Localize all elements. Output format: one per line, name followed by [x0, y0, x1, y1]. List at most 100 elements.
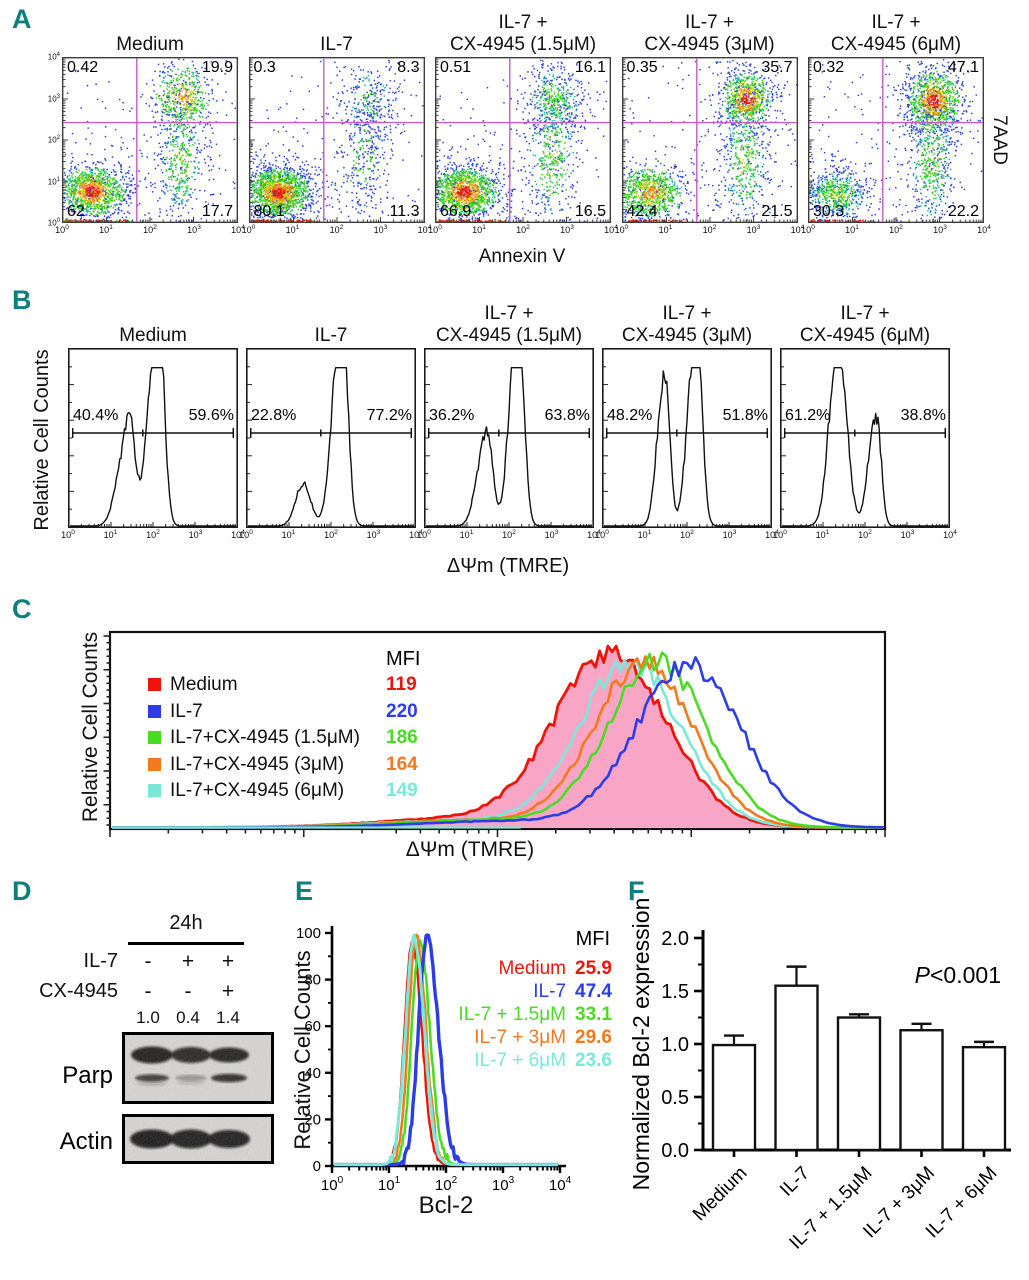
histogram-svg	[246, 348, 416, 528]
plot-title: IL-7	[246, 299, 416, 347]
f-x-category-label: Medium	[689, 1163, 752, 1226]
p-value-label: P<0.001	[915, 962, 1001, 988]
legend-mfi-value: 149	[386, 780, 418, 801]
y-tick-label: 104	[47, 52, 60, 62]
x-tick-label: 101	[459, 529, 474, 540]
x-tick-label: 101	[845, 224, 859, 235]
actin-blot	[122, 1114, 274, 1164]
legend-item: IL-7 + 6μM 23.6	[474, 1050, 612, 1072]
a-x-axis-label: Annexin V	[478, 246, 566, 267]
x-axis-tick-labels: 100 101 102 103 104	[242, 223, 432, 236]
c-mfi-header: MFI	[386, 648, 421, 670]
f-x-category-label: IL-7	[776, 1163, 814, 1201]
x-tick-label: 102	[146, 529, 160, 540]
plot-title-line: IL-7 +	[498, 12, 548, 33]
quadrant-pct-ul: 0.3	[253, 59, 276, 76]
histogram-curve	[604, 367, 770, 527]
plot-title-line: CX-4945 (1.5μM)	[435, 325, 583, 346]
histogram-area: 22.8% 77.2% 100 101 102 103 104	[239, 348, 423, 540]
x-tick-label: 102	[858, 529, 872, 540]
quadrant-pct-lr: 17.7	[201, 203, 233, 220]
condition-sign: -	[144, 980, 152, 1003]
x-tick-label: 104	[231, 529, 245, 540]
legend-label: Medium	[498, 958, 567, 979]
bar	[961, 1045, 1007, 1152]
quadrant-pct-ul: 0.51	[440, 59, 472, 76]
dot-plot-area: 0.3 8.3 80.1 11.3 100 101 102 103 104	[242, 57, 431, 235]
x-tick-label: 103	[187, 224, 201, 235]
histogram-svg	[780, 348, 950, 528]
condition-sign: +	[221, 980, 235, 1003]
panel-e-label: E	[295, 876, 314, 906]
x-tick-label: 101	[658, 224, 673, 235]
timepoint-underline	[128, 942, 244, 945]
parp-blot	[122, 1032, 274, 1104]
plot-title-line: Medium	[116, 34, 184, 55]
x-tick-label: 102	[324, 529, 338, 540]
legend-item: IL-7+CX-4945 (6μM) 149	[148, 780, 418, 802]
x-tick-label: 100	[614, 224, 629, 235]
histogram-svg	[602, 348, 772, 528]
e-x-axis-label: Bcl-2	[418, 1192, 474, 1219]
high-tmre-pct: 77.2%	[366, 407, 412, 424]
bar	[899, 1029, 944, 1152]
legend-mfi-value: 164	[386, 753, 418, 775]
quadrant-pct-ur: 35.7	[761, 59, 793, 76]
x-axis-tick-labels: 100 101 102 103 104	[417, 528, 601, 541]
panel-b-label: B	[12, 285, 32, 315]
legend-item: IL-7 + 3μM 29.6	[474, 1027, 612, 1049]
x-tick-label: 102	[889, 224, 903, 235]
axis-ticks	[780, 366, 950, 527]
quadrant-pct-ll: 42.4	[626, 203, 658, 220]
scatter-canvas	[435, 57, 611, 223]
low-tmre-pct: 22.8%	[251, 407, 297, 424]
f-y-tick-label: 0.5	[661, 1087, 689, 1109]
histogram-area: 36.2% 63.8% 100 101 102 103 104	[417, 348, 601, 540]
histogram-area: 40.4% 59.6% 100 101 102 103 104	[61, 348, 245, 540]
x-tick-label: 104	[587, 529, 601, 540]
x-tick-label: 103	[746, 224, 761, 235]
x-tick-label: 104	[409, 529, 423, 540]
plot-title-line: IL-7	[314, 325, 348, 346]
e-y-tick-label: 20	[304, 1111, 321, 1128]
gate-marker	[427, 428, 591, 438]
axis-ticks	[602, 366, 772, 527]
quadrant-pct-ur: 47.1	[947, 59, 979, 76]
film-grain	[125, 1117, 271, 1161]
e-y-tick-label: 0	[313, 1158, 321, 1175]
histogram-area: 61.2% 38.8% 100 101 102 103 104	[773, 348, 957, 540]
quadrant-pct-ll: 80.1	[253, 203, 285, 220]
panel-b-tmre-histograms: B Relative Cell Counts ΔΨm (TMRE) Medium…	[0, 283, 1029, 592]
histogram-curve	[782, 367, 948, 527]
low-tmre-pct: 61.2%	[785, 407, 831, 424]
panel-a-label: A	[12, 4, 32, 34]
x-tick-label: 103	[900, 529, 915, 540]
condition-sign: +	[221, 950, 235, 973]
plot-title-line: Medium	[119, 325, 187, 346]
y-tick-label: 100	[47, 218, 60, 228]
x-tick-label: 103	[373, 224, 388, 235]
plot-title-line: CX-4945 (6μM)	[799, 325, 931, 346]
quadrant-pct-ll: 30.3	[813, 203, 845, 220]
flow-dot-plot: IL-7 0.3 8.3 80.1 11.3 100 101 102 103 104	[242, 12, 432, 235]
blot-label: Actin	[59, 1128, 113, 1155]
e-x-tick-label: 102	[435, 1175, 458, 1194]
histogram-area: 48.2% 51.8% 100 101 102 103 104	[595, 348, 779, 540]
legend-mfi-value: 186	[386, 727, 418, 748]
c-x-axis-label: ΔΨm (TMRE)	[405, 838, 535, 861]
condition-row: IL-7 - + +	[0, 950, 260, 976]
plot-title-line: CX-4945 (3μM)	[644, 34, 775, 55]
x-tick-label: 100	[417, 529, 431, 540]
condition-row: CX-4945 - - +	[0, 980, 260, 1006]
tmre-histogram-plot: Medium 40.4% 59.6% 100 101 102 103 104	[61, 299, 245, 540]
legend-item: IL-7+CX-4945 (1.5μM) 186	[148, 727, 418, 749]
low-tmre-pct: 36.2%	[429, 407, 475, 424]
legend-label: IL-7+CX-4945 (6μM)	[170, 780, 345, 801]
y-tick-label: 102	[47, 135, 60, 145]
plot-title: Medium	[68, 299, 238, 347]
low-tmre-pct: 40.4%	[73, 407, 119, 424]
panel-d-western-blot: D 24h IL-7 - + + CX-4945 - - + 1.0 0.4 1.4 Parp Ac…	[0, 872, 300, 1182]
x-tick-label: 104	[943, 529, 957, 540]
bar	[711, 1043, 757, 1152]
quadrant-pct-ll: 66.9	[440, 203, 472, 220]
